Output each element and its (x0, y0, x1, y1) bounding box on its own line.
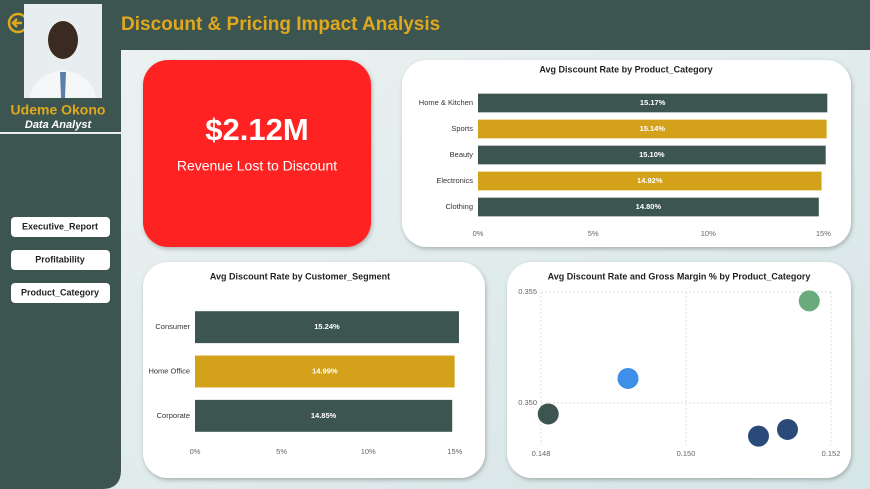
bar (478, 171, 822, 191)
header-bar (0, 0, 870, 50)
category-label: Sports (451, 124, 473, 133)
chart-title: Avg Discount Rate by Customer_Segment (210, 271, 390, 281)
bar (195, 311, 459, 344)
y-tick-label: 0.350 (518, 398, 537, 407)
category-label: Corporate (157, 411, 190, 420)
y-tick-label: 0.355 (518, 287, 537, 296)
x-tick-label: 5% (276, 447, 287, 456)
value-label: 14.85% (311, 411, 337, 420)
bar (478, 197, 819, 217)
value-label: 14.92% (637, 176, 663, 185)
point (777, 418, 798, 440)
nav-label: Product_Category (21, 287, 99, 297)
point (537, 403, 559, 425)
chart-title: Avg Discount Rate and Gross Margin % by … (548, 271, 811, 281)
profile-photo (24, 4, 102, 98)
page-title: Discount & Pricing Impact Analysis (121, 14, 440, 35)
chart-title: Avg Discount Rate by Product_Category (539, 64, 712, 74)
category-label: Beauty (450, 150, 474, 159)
category-label: Electronics (436, 176, 473, 185)
x-tick-label: 0.150 (677, 449, 696, 458)
nav-label: Profitability (35, 254, 85, 264)
bar (478, 119, 827, 139)
nav-button[interactable] (11, 217, 110, 237)
point (798, 290, 820, 312)
value-label: 14.99% (312, 366, 338, 375)
profile-role: Data Analyst (25, 119, 93, 131)
x-tick-label: 0.152 (822, 449, 841, 458)
point (617, 367, 639, 389)
value-label: 15.14% (640, 124, 666, 133)
value-label: 15.24% (314, 322, 340, 331)
chart-card (507, 262, 851, 478)
x-tick-label: 10% (701, 229, 716, 238)
sidebar (0, 0, 121, 489)
bar (478, 93, 828, 113)
nav-button[interactable] (11, 283, 110, 303)
kpi-label: Revenue Lost to Discount (177, 158, 337, 174)
bar (478, 145, 826, 165)
profile-name: Udeme Okono (11, 102, 106, 118)
bar (195, 355, 455, 388)
x-tick-label: 5% (588, 229, 599, 238)
nav-button[interactable] (11, 250, 110, 270)
x-tick-label: 0.148 (532, 449, 551, 458)
value-label: 15.17% (640, 98, 666, 107)
point (748, 425, 769, 447)
category-label: Clothing (445, 202, 473, 211)
x-tick-label: 15% (447, 447, 462, 456)
x-tick-label: 10% (361, 447, 376, 456)
bar (195, 399, 453, 432)
back-arrow (11, 18, 22, 28)
category-label: Home Office (148, 366, 190, 375)
kpi-value: $2.12M (205, 112, 308, 147)
value-label: 14.80% (636, 202, 662, 211)
nav-label: Executive_Report (22, 221, 98, 231)
x-tick-label: 15% (816, 229, 831, 238)
category-label: Home & Kitchen (419, 98, 473, 107)
kpi-card (143, 60, 371, 247)
x-tick-label: 0% (473, 229, 484, 238)
category-label: Consumer (155, 322, 190, 331)
x-tick-label: 0% (190, 447, 201, 456)
value-label: 15.10% (639, 150, 665, 159)
